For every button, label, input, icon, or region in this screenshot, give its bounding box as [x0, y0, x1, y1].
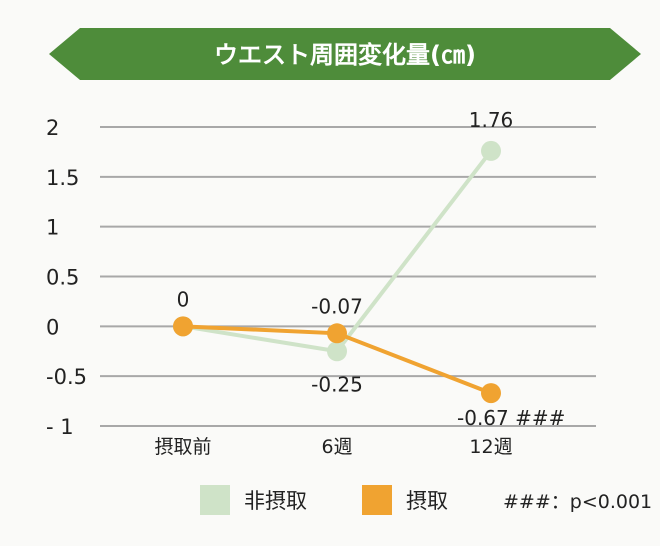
data-labels: -0.25 1.76 0 -0.07 -0.67 ### — [177, 108, 566, 430]
data-label: -0.07 — [311, 294, 363, 318]
legend-item-intake: 摂取 — [362, 485, 448, 515]
legend-label-non-intake: 非摂取 — [244, 489, 307, 513]
data-point — [481, 140, 501, 161]
data-point — [173, 316, 193, 337]
y-tick-label: -0.5 — [46, 365, 87, 389]
x-category-label: 摂取前 — [154, 436, 211, 458]
y-tick-label: 1.5 — [46, 166, 79, 190]
significance-note: ###：p<0.001 — [503, 490, 653, 513]
legend-swatch-non-intake — [200, 485, 230, 515]
legend-label-intake: 摂取 — [406, 489, 448, 513]
data-label: -0.67 ### — [457, 406, 565, 430]
y-axis-ticks: 2 1.5 1 0.5 0 -0.5 - 1 — [46, 116, 87, 439]
data-point — [327, 323, 347, 344]
legend-swatch-intake — [362, 485, 392, 515]
data-point — [481, 383, 501, 404]
x-category-label: 12週 — [469, 436, 512, 458]
series-line — [182, 149, 493, 354]
x-category-label: 6週 — [321, 436, 352, 458]
chart-title: ウエスト周囲変化量(㎝) — [214, 41, 476, 69]
y-tick-label: 0.5 — [46, 266, 79, 290]
data-label: -0.25 — [311, 372, 363, 396]
data-point — [327, 341, 347, 362]
data-label: 1.76 — [469, 108, 514, 132]
legend: 非摂取 摂取 ###：p<0.001 — [200, 484, 652, 516]
legend-item-non-intake: 非摂取 — [200, 485, 307, 515]
line-chart: 2 1.5 1 0.5 0 -0.5 - 1 摂取前 6週 12週 -0.25 1.76 0 -0.0… — [46, 108, 596, 458]
y-tick-label: 1 — [46, 216, 59, 240]
chart-title-banner: ウエスト周囲変化量(㎝) — [49, 28, 641, 80]
x-axis-categories: 摂取前 6週 12週 — [154, 436, 512, 458]
series-lines — [173, 140, 501, 404]
y-tick-label: 0 — [46, 315, 59, 339]
data-label: 0 — [177, 287, 190, 311]
y-tick-label: - 1 — [46, 415, 74, 439]
y-tick-label: 2 — [46, 116, 59, 140]
